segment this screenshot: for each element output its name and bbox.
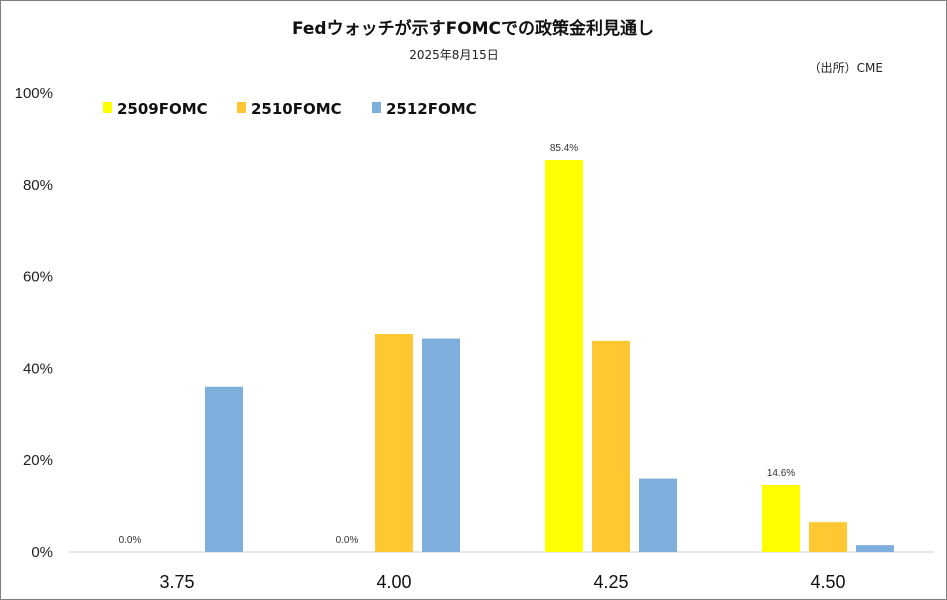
y-tick-label: 100% (15, 85, 53, 102)
x-tick-label: 4.25 (593, 572, 628, 592)
y-tick-label: 40% (23, 360, 53, 377)
legend-label: 2509FOMC (117, 100, 208, 118)
x-tick-label: 4.50 (810, 572, 845, 592)
y-tick-label: 20% (23, 452, 53, 469)
legend-label: 2512FOMC (386, 100, 477, 118)
legend: 2509FOMC 2510FOMC 2512FOMC (103, 100, 477, 118)
legend-swatch (237, 102, 246, 113)
x-axis: 3.75 4.00 4.25 4.50 (159, 572, 845, 592)
bar-2512FOMC-4.50 (856, 545, 894, 552)
bars: 0.0% 0.0% 85.4% 14.6% (119, 143, 894, 553)
x-tick-label: 4.00 (376, 572, 411, 592)
bar-2512FOMC-4.00 (422, 338, 460, 552)
bar-2510FOMC-4.50 (809, 522, 847, 552)
legend-swatch (103, 102, 112, 113)
x-tick-label: 3.75 (159, 572, 194, 592)
data-label: 0.0% (119, 535, 142, 546)
y-axis: 0% 20% 40% 60% 80% 100% (15, 85, 53, 561)
legend-label: 2510FOMC (251, 100, 342, 118)
bar-2512FOMC-4.25 (639, 478, 677, 552)
data-label: 85.4% (550, 143, 578, 154)
y-tick-label: 0% (31, 544, 53, 561)
bar-2510FOMC-4.25 (592, 340, 630, 552)
chart-title: Fedウォッチが示すFOMCでの政策金利見通し (292, 18, 654, 39)
y-tick-label: 60% (23, 269, 53, 286)
y-tick-label: 80% (23, 177, 53, 194)
bar-2512FOMC-3.75 (205, 386, 243, 552)
bar-2509FOMC-4.25 (545, 160, 583, 553)
source-note: （出所）CME (809, 61, 883, 75)
chart-subtitle: 2025年8月15日 (409, 48, 498, 62)
data-label: 0.0% (336, 535, 359, 546)
legend-swatch (372, 102, 381, 113)
bar-2510FOMC-4.00 (375, 333, 413, 552)
bar-2509FOMC-4.50 (762, 484, 800, 552)
data-label: 14.6% (767, 468, 795, 479)
